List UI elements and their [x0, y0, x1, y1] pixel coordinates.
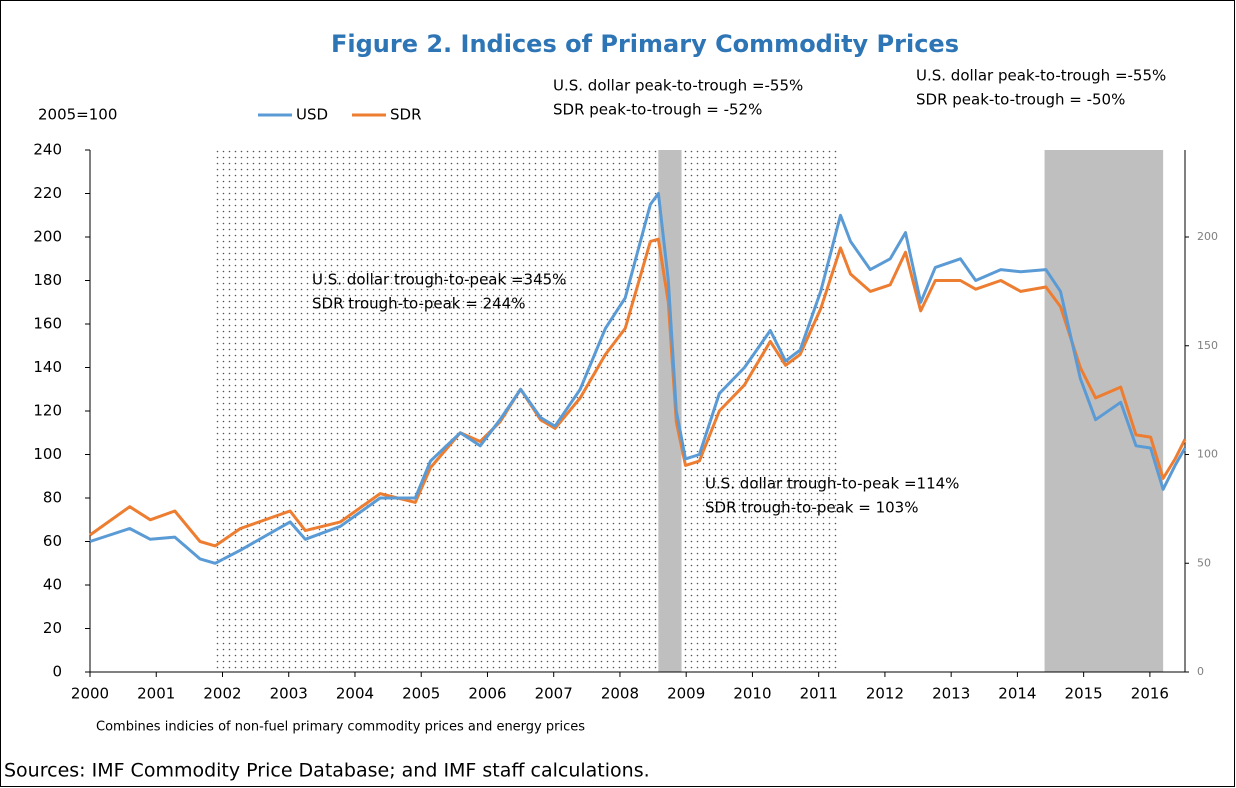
- annotation: SDR trough-to-peak = 103%: [705, 499, 918, 517]
- annotation: SDR trough-to-peak = 244%: [312, 295, 525, 313]
- y-tick-label: 20: [43, 619, 62, 637]
- legend-label: SDR: [390, 106, 422, 124]
- annotation: SDR peak-to-trough = -50%: [916, 91, 1125, 109]
- y-tick-label: 0: [52, 663, 62, 681]
- annotation: U.S. dollar peak-to-trough =-55%: [916, 67, 1166, 85]
- y-tick-label: 180: [33, 271, 62, 289]
- x-tick-label: 2014: [998, 685, 1036, 703]
- y2-tick-label: 200: [1197, 230, 1218, 243]
- y-tick-label: 120: [33, 402, 62, 420]
- x-tick-label: 2011: [800, 685, 838, 703]
- x-tick-label: 2012: [866, 685, 904, 703]
- y-tick-label: 60: [43, 532, 62, 550]
- source: Sources: IMF Commodity Price Database; a…: [4, 760, 650, 782]
- x-tick-label: 2013: [932, 685, 970, 703]
- y-axis-label: 2005=100: [38, 106, 117, 124]
- x-tick-label: 2005: [402, 685, 440, 703]
- legend-label: USD: [296, 106, 328, 124]
- x-tick-label: 2007: [535, 685, 573, 703]
- annotation: U.S. dollar trough-to-peak =345%: [312, 271, 566, 289]
- shaded-region: [213, 150, 841, 672]
- plot-layer: [85, 149, 1189, 677]
- x-tick-label: 2003: [270, 685, 308, 703]
- x-tick-label: 2002: [203, 685, 241, 703]
- chart-title: Figure 2. Indices of Primary Commodity P…: [331, 30, 959, 58]
- y2-tick-label: 150: [1197, 339, 1218, 352]
- x-tick-label: 2000: [71, 685, 109, 703]
- x-tick-label: 2001: [137, 685, 175, 703]
- y-tick-label: 100: [33, 445, 62, 463]
- x-tick-label: 2015: [1065, 685, 1103, 703]
- x-tick-label: 2016: [1131, 685, 1169, 703]
- x-tick-label: 2010: [733, 685, 771, 703]
- y2-tick-label: 100: [1197, 448, 1218, 461]
- x-tick-label: 2004: [336, 685, 374, 703]
- y2-tick-label: 50: [1197, 556, 1211, 569]
- x-tick-label: 2008: [601, 685, 639, 703]
- shaded-layer: [213, 150, 1164, 672]
- x-tick-label: 2009: [667, 685, 705, 703]
- annotation: U.S. dollar peak-to-trough =-55%: [553, 77, 803, 95]
- y-tick-label: 40: [43, 576, 62, 594]
- annotation: SDR peak-to-trough = -52%: [553, 101, 762, 119]
- shaded-region: [1044, 150, 1164, 672]
- y-tick-label: 200: [33, 228, 62, 246]
- y-tick-label: 80: [43, 489, 62, 507]
- y-tick-label: 240: [33, 141, 62, 159]
- x-tick-label: 2006: [468, 685, 506, 703]
- note: Combines indicies of non-fuel primary co…: [96, 720, 585, 735]
- y-tick-label: 220: [33, 184, 62, 202]
- y2-tick-label: 0: [1197, 665, 1204, 678]
- series-line: [89, 192, 1187, 565]
- annotation: U.S. dollar trough-to-peak =114%: [705, 475, 959, 493]
- y-tick-label: 160: [33, 315, 62, 333]
- series-line: [89, 237, 1187, 548]
- y-tick-label: 140: [33, 358, 62, 376]
